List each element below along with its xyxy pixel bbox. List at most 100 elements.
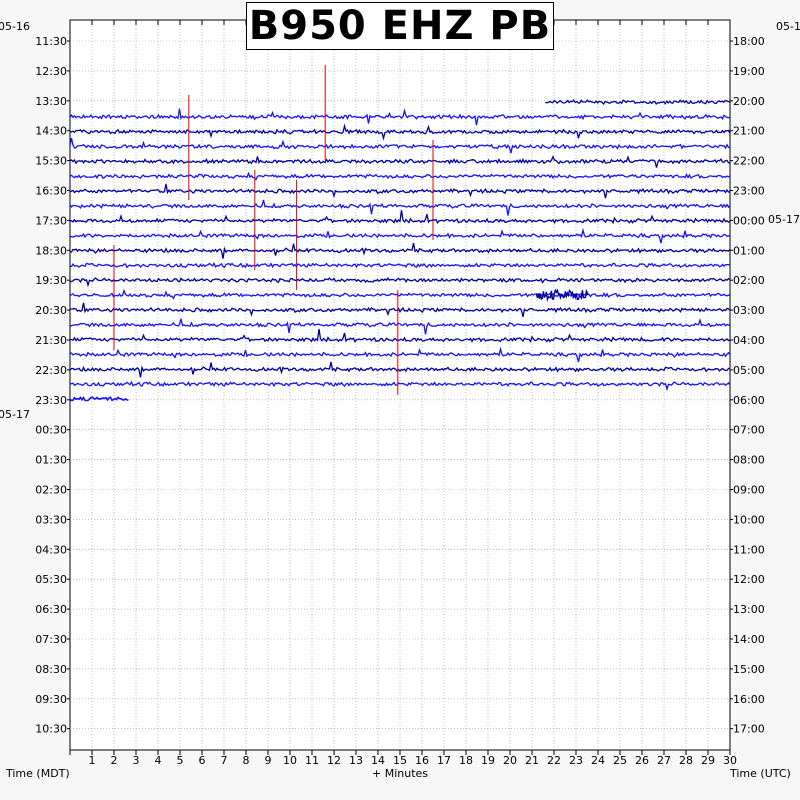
event-markers [113,65,434,395]
trace-line-12 [69,277,731,288]
trace-line-13 [69,288,731,300]
x-tick-label: 2 [111,754,118,767]
left-tick-label: 16:30 [35,185,67,198]
x-tick-label: 1 [89,754,96,767]
left-tick-label: 05:30 [35,573,67,586]
trace-line-15 [69,317,731,335]
right-axis-ticks: 18:00 19:00 20:00 21:00 22:00 23:00 00:00 01:00… [730,35,765,736]
left-tick-label: 14:30 [35,125,67,138]
right-tick-label: 10:00 [733,513,765,526]
x-tick-label: 5 [177,754,184,767]
right-tick-label: 01:00 [733,244,765,257]
x-tick-label: 8 [243,754,250,767]
trace-line-8 [69,210,731,225]
right-tick-label: 19:00 [733,65,765,78]
trace-line-17 [69,346,731,363]
right-tick-label: 09:00 [733,484,765,497]
x-axis-label: + Minutes [372,767,428,780]
left-tick-label: 13:30 [35,95,67,108]
left-tick-label: 08:30 [35,663,67,676]
left-tick-label: 15:30 [35,155,67,168]
trace-line-16 [69,328,731,343]
trace-line-3 [69,137,730,154]
x-tick-label: 28 [679,754,693,767]
right-tick-label: 12:00 [733,573,765,586]
x-tick-label: 24 [591,754,605,767]
trace-line-7 [69,199,731,216]
x-tick-label: 27 [657,754,671,767]
trace-line-0 [545,99,730,106]
x-tick-label: 30 [723,754,737,767]
x-axis-ticks: 1 2 3 4 5 6 7 8 9 10 11 12 13 14 15 16 17 18 19 20 21 22 23 24 2… [69,20,737,767]
left-tick-label: 21:30 [35,334,67,347]
left-date-mid: 05-17 [0,408,30,421]
x-tick-label: 23 [569,754,583,767]
left-axis-label: Time (MDT) [5,767,70,780]
right-tick-label: 07:00 [733,424,765,437]
right-tick-label: 20:00 [733,95,765,108]
left-tick-label: 02:30 [35,484,67,497]
x-tick-label: 11 [305,754,319,767]
x-tick-label: 17 [437,754,451,767]
x-tick-label: 15 [393,754,407,767]
left-tick-label: 00:30 [35,424,67,437]
traces [69,99,731,402]
x-tick-label: 18 [459,754,473,767]
right-tick-label: 02:00 [733,274,765,287]
trace-burst [535,288,589,302]
x-tick-label: 26 [635,754,649,767]
trace-line-5 [69,171,731,181]
left-tick-label: 18:30 [35,244,67,257]
x-tick-label: 12 [327,754,341,767]
x-tick-label: 9 [265,754,272,767]
trace-line-19 [70,380,731,392]
left-tick-label: 01:30 [35,454,67,467]
left-tick-label: 04:30 [35,543,67,556]
left-tick-label: 17:30 [35,214,67,227]
x-tick-label: 19 [481,754,495,767]
trace-line-9 [69,227,731,244]
trace-line-10 [69,242,731,259]
x-tick-label: 25 [613,754,627,767]
chart-title: B950 EHZ PB [248,3,552,49]
right-tick-label: 05:00 [733,364,765,377]
trace-line-18 [69,361,731,378]
trace-line-11 [69,261,731,269]
left-axis-ticks: 11:30 12:30 13:30 14:30 15:30 16:30 17:30 18:30… [35,35,70,736]
right-tick-label: 23:00 [733,185,765,198]
trace-line-4 [69,155,731,168]
left-tick-label: 07:30 [35,633,67,646]
x-tick-label: 10 [283,754,297,767]
left-tick-label: 03:30 [35,513,67,526]
right-tick-label: 03:00 [733,304,765,317]
right-tick-label: 16:00 [733,693,765,706]
right-tick-label: 08:00 [733,454,765,467]
left-tick-label: 19:30 [35,274,67,287]
left-date-top: 05-16 [0,20,30,33]
right-tick-label: 17:00 [733,723,765,736]
x-tick-label: 16 [415,754,429,767]
right-tick-label: 21:00 [733,125,765,138]
right-tick-label: 13:00 [733,603,765,616]
x-tick-label: 29 [701,754,715,767]
x-tick-label: 14 [371,754,385,767]
right-tick-label: 00:00 [733,214,765,227]
right-date-top: 05-1 [776,20,800,33]
right-tick-label: 22:00 [733,155,765,168]
left-tick-label: 09:30 [35,693,67,706]
x-tick-label: 22 [547,754,561,767]
x-tick-label: 4 [155,754,162,767]
left-tick-label: 06:30 [35,603,67,616]
x-tick-label: 3 [133,754,140,767]
right-date-mid: 05-17 [768,213,800,226]
x-tick-label: 6 [199,754,206,767]
trace-line-1 [69,108,731,126]
right-axis-label: Time (UTC) [729,767,791,780]
right-tick-label: 14:00 [733,633,765,646]
left-tick-label: 20:30 [35,304,67,317]
trace-line-2 [69,123,731,141]
right-tick-label: 18:00 [733,35,765,48]
left-tick-label: 23:30 [35,394,67,407]
x-tick-label: 20 [503,754,517,767]
